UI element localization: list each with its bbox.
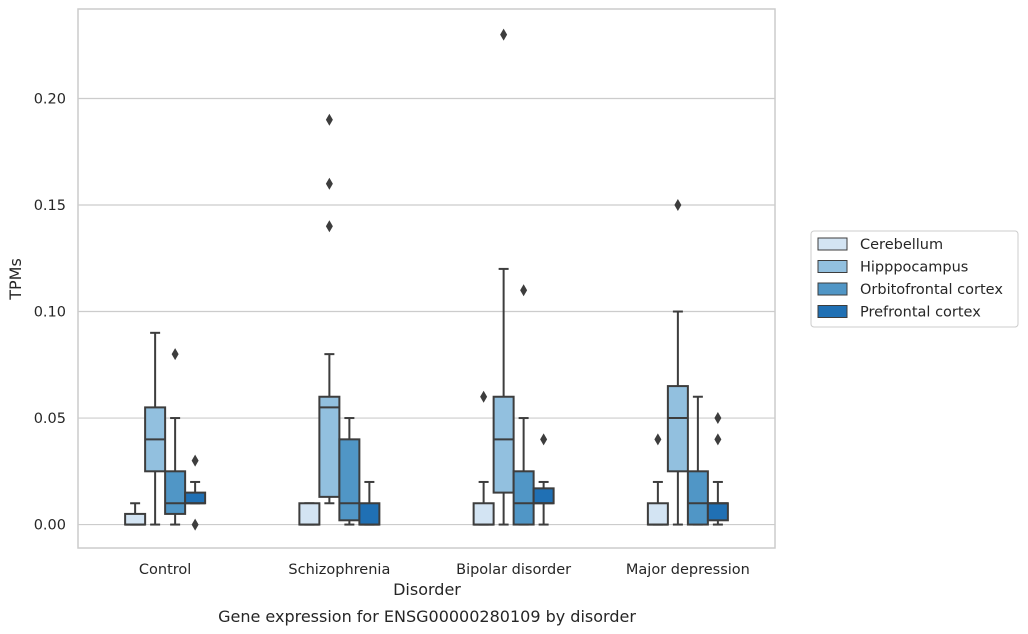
box (532, 433, 555, 526)
box (686, 395, 709, 526)
y-axis-label: TPMs (6, 258, 25, 301)
box (318, 113, 341, 505)
x-tick-label: Bipolar disorder (456, 562, 571, 578)
box-body (646, 502, 669, 526)
box-body (124, 512, 147, 526)
box (646, 433, 669, 526)
outlier-point (480, 390, 488, 403)
box (144, 331, 167, 526)
box-body (184, 491, 207, 505)
box (124, 502, 147, 526)
outlier-point (714, 412, 722, 425)
box-body (666, 385, 689, 473)
chart-caption: Gene expression for ENSG00000280109 by d… (218, 607, 636, 626)
outlier-point (654, 433, 662, 446)
x-tick-label: Major depression (626, 562, 750, 578)
outlier-point (325, 220, 333, 233)
box (184, 454, 207, 531)
outlier-point (191, 518, 199, 531)
box-body (472, 502, 495, 526)
box (358, 480, 381, 526)
box (338, 417, 361, 526)
y-tick-label: 0.10 (34, 305, 66, 321)
outlier-point (674, 199, 682, 211)
box-body (492, 395, 515, 494)
x-tick-label: Control (139, 562, 191, 578)
legend-label: Prefrontal cortex (860, 305, 981, 321)
box-body (686, 470, 709, 526)
legend-swatch (817, 282, 848, 296)
box (706, 412, 729, 526)
series-prefrontal-cortex (184, 412, 729, 531)
outlier-point (714, 433, 722, 446)
legend-label: Cerebellum (860, 237, 943, 253)
y-tick-label: 0.00 (34, 518, 66, 534)
y-tick-label: 0.20 (34, 91, 66, 107)
series-cerebellum (124, 390, 669, 526)
box (492, 28, 515, 526)
x-axis-label: Disorder (393, 580, 461, 599)
box (666, 199, 689, 526)
box (472, 390, 495, 526)
legend-frame (810, 230, 1019, 328)
series-orbitofrontal-cortex (164, 284, 709, 526)
x-tick-label: Schizophrenia (288, 562, 390, 578)
legend-swatch (817, 305, 848, 318)
box-body (164, 470, 187, 515)
legend-swatch (817, 237, 848, 251)
outlier-point (520, 284, 528, 297)
outlier-point (191, 454, 199, 467)
y-tick-label: 0.05 (34, 411, 66, 427)
legend: Cerebellum Hipppocampus Orbitofrontal cort… (810, 230, 1019, 328)
y-tick-label: 0.15 (34, 198, 66, 214)
outlier-point (325, 113, 333, 126)
x-axis-ticks: Control Schizophrenia Bipolar disorder Majo… (139, 562, 750, 578)
legend-swatch (817, 260, 848, 273)
outlier-point (500, 28, 508, 41)
box-body (532, 487, 555, 505)
box (298, 502, 321, 526)
outlier-point (325, 177, 333, 190)
box-body (706, 502, 729, 522)
box-body (318, 395, 341, 498)
box (512, 284, 535, 526)
outlier-point (540, 433, 548, 446)
legend-label: Hipppocampus (860, 260, 968, 276)
y-axis-ticks: 0.00 0.05 0.10 0.15 0.20 (34, 91, 66, 533)
plot-area (77, 8, 776, 549)
box-body (512, 470, 535, 526)
box-body (358, 502, 381, 526)
series-hipppocampus (144, 28, 689, 526)
legend-label: Orbitofrontal cortex (860, 282, 1003, 298)
box-body (338, 438, 361, 522)
box (164, 348, 187, 526)
outlier-point (171, 348, 179, 361)
box-body (298, 502, 321, 526)
box-series-layer (124, 28, 729, 531)
